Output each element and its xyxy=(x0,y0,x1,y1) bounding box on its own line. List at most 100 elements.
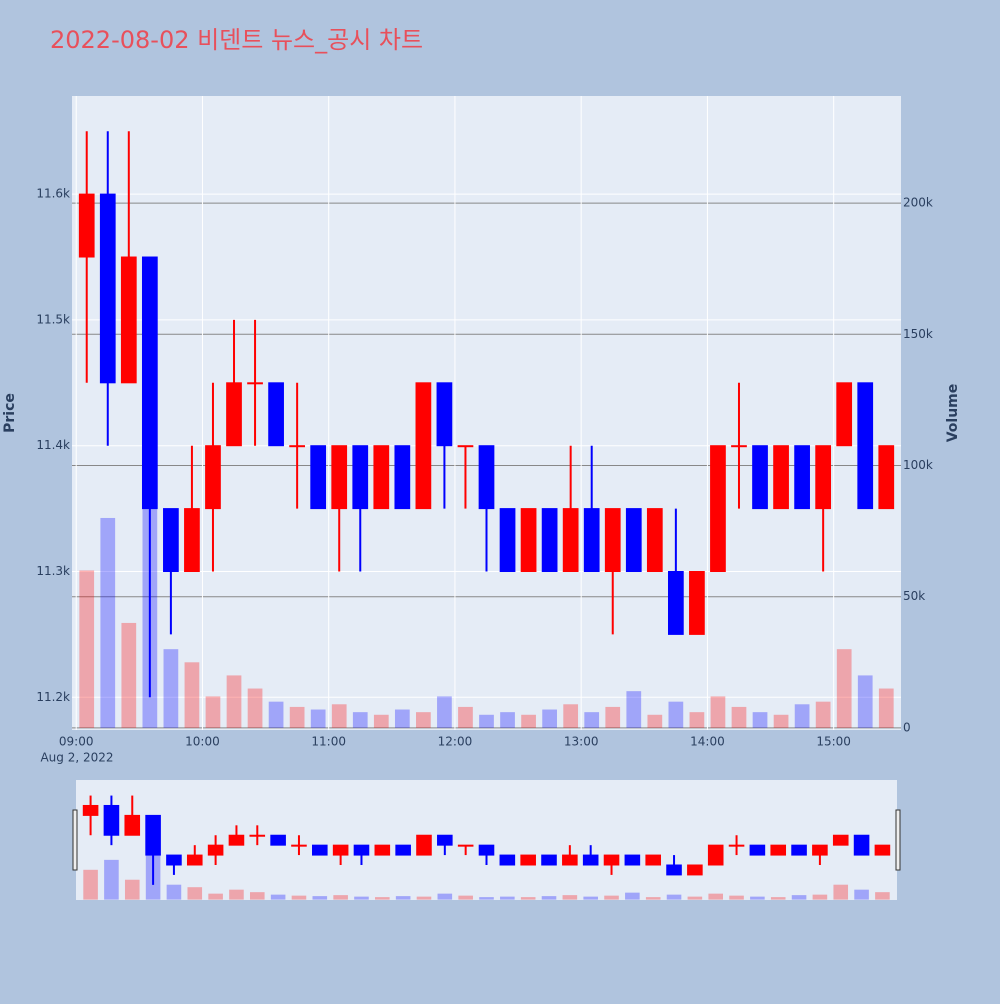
volume-bar xyxy=(270,894,286,900)
volume-bar xyxy=(208,893,223,900)
candle-body xyxy=(415,382,432,510)
x-tick-label: 12:00 xyxy=(438,735,473,749)
candle-body xyxy=(141,256,158,510)
candle-body xyxy=(499,854,516,866)
volume-bar xyxy=(562,895,578,900)
y-tick-label: 11.2k xyxy=(36,690,70,704)
candle-body xyxy=(226,382,242,447)
candle-body xyxy=(832,834,849,846)
volume-bar xyxy=(710,696,726,728)
candle-body xyxy=(689,571,705,635)
volume-bar xyxy=(83,869,98,900)
candle-body xyxy=(666,864,682,876)
candle-body xyxy=(205,445,221,510)
y2-axis-title: Volume xyxy=(945,384,961,443)
candle-body xyxy=(103,804,120,836)
volume-bar xyxy=(458,706,473,728)
candle-body xyxy=(645,854,661,866)
volume-bar xyxy=(750,896,765,900)
candle-body xyxy=(815,445,832,510)
volume-bar xyxy=(520,897,536,900)
candle-body xyxy=(604,508,621,573)
volume-bar xyxy=(375,897,390,900)
candle-body xyxy=(624,854,641,866)
x-tick-label: 09:00 xyxy=(59,735,94,749)
marks: 11.2k 11.3k 11.4k 11.5k 11.6k 0 50k 100k 150k 200… xyxy=(36,96,933,900)
candle-body xyxy=(878,445,895,510)
candle-body xyxy=(603,854,620,866)
slider-handle[interactable] xyxy=(72,809,78,871)
candle-body xyxy=(373,445,390,510)
candle-body xyxy=(78,193,95,258)
candle-body xyxy=(145,814,161,856)
volume-bar xyxy=(121,622,137,728)
volume-bar xyxy=(104,859,119,900)
candle-body xyxy=(478,844,495,856)
candle-body xyxy=(791,844,807,856)
x-tick-label: 13:00 xyxy=(564,735,599,749)
candle-body xyxy=(124,814,141,836)
volume-bar xyxy=(437,893,453,900)
volume-bar xyxy=(604,895,619,900)
x-tick-label: 14:00 xyxy=(690,735,725,749)
candle-body xyxy=(731,445,747,448)
y-tick-label: 11.4k xyxy=(36,438,70,452)
candle-body xyxy=(332,844,349,856)
volume-bar xyxy=(479,897,494,900)
volume-bar xyxy=(205,696,221,728)
candle-body xyxy=(853,834,870,856)
candle-body xyxy=(394,445,411,510)
candle-body xyxy=(499,508,516,573)
candle-body xyxy=(457,844,474,847)
candle-body xyxy=(312,844,328,856)
candle-body xyxy=(166,854,182,866)
volume-bar xyxy=(416,712,431,728)
y2-tick-label: 200k xyxy=(903,196,933,210)
volume-bar xyxy=(373,714,389,728)
candle-body xyxy=(395,844,411,856)
volume-bar xyxy=(395,896,411,900)
volume-bar xyxy=(289,706,305,728)
volume-bar xyxy=(815,701,831,728)
volume-bar xyxy=(605,706,621,728)
candle-body xyxy=(541,854,557,866)
candle-body xyxy=(270,834,286,846)
candle-body xyxy=(82,804,99,816)
y-tick-label: 11.5k xyxy=(36,312,70,326)
volume-bar xyxy=(268,701,284,728)
volume-bar xyxy=(521,714,536,728)
volume-bar xyxy=(731,706,747,728)
candle-body xyxy=(207,844,224,856)
candle-body xyxy=(728,844,745,847)
volume-bar xyxy=(352,712,368,728)
x-tick-label: 15:00 xyxy=(816,735,851,749)
y-tick-label: 11.6k xyxy=(36,187,70,201)
volume-bar xyxy=(354,896,369,900)
volume-bar xyxy=(184,662,200,728)
candle-body xyxy=(857,382,874,510)
y2-tick-label: 150k xyxy=(903,327,933,341)
range-slider[interactable] xyxy=(76,780,897,900)
volume-bar xyxy=(687,896,703,900)
volume-bar xyxy=(854,889,869,900)
candle-body xyxy=(646,508,663,573)
candle-body xyxy=(562,508,579,573)
x-tick-label: 10:00 xyxy=(185,735,220,749)
volume-bar xyxy=(708,893,724,900)
candle-body xyxy=(773,445,789,510)
candle-body xyxy=(710,445,726,573)
volume-bar xyxy=(226,675,242,728)
volume-bar xyxy=(833,884,849,900)
volume-bar xyxy=(479,714,494,728)
volume-bar xyxy=(626,691,642,728)
slider-handle[interactable] xyxy=(895,809,901,871)
candle-body xyxy=(374,844,391,856)
volume-bar xyxy=(312,896,328,900)
candle-body xyxy=(436,382,453,447)
volume-bar xyxy=(583,896,598,900)
candle-body xyxy=(687,864,703,876)
volume-bar xyxy=(291,895,307,900)
volume-bar xyxy=(416,896,432,900)
candle-body xyxy=(478,445,495,510)
